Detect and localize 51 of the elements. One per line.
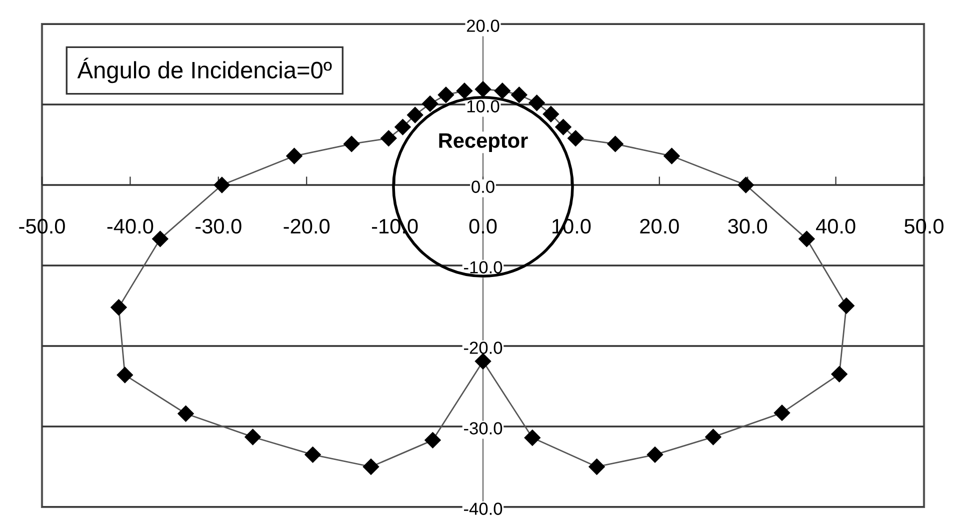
y-tick-label: -10.0 xyxy=(464,261,502,274)
point xyxy=(362,458,380,475)
point xyxy=(244,428,261,446)
x-tick-label: -20.0 xyxy=(284,218,330,234)
point xyxy=(838,298,854,314)
point xyxy=(588,458,605,475)
point xyxy=(380,130,397,146)
point xyxy=(286,148,302,164)
x-tick-label: -40.0 xyxy=(107,218,154,234)
point xyxy=(438,86,454,103)
point xyxy=(344,136,360,152)
x-tick-label: -30.0 xyxy=(196,218,242,234)
x-tick-label: 40.0 xyxy=(816,218,856,234)
point xyxy=(422,96,438,112)
point xyxy=(214,176,230,194)
point xyxy=(152,230,168,247)
point xyxy=(110,299,127,316)
x-tick-label: 30.0 xyxy=(728,218,768,234)
point xyxy=(511,86,528,103)
point xyxy=(646,446,664,463)
point xyxy=(738,176,754,194)
point xyxy=(774,404,790,421)
point xyxy=(524,430,540,446)
point xyxy=(555,118,572,136)
y-tick-label: -40.0 xyxy=(464,502,502,515)
point xyxy=(407,106,424,124)
point xyxy=(798,230,815,247)
point xyxy=(705,428,722,446)
point xyxy=(474,353,492,370)
point xyxy=(831,366,848,382)
annotation: Ángulo de Incidencia=0º xyxy=(77,58,332,84)
point xyxy=(607,136,624,152)
point xyxy=(528,94,545,111)
point xyxy=(116,366,133,384)
point xyxy=(494,82,510,99)
y-tick-label: 20.0 xyxy=(466,20,500,32)
point xyxy=(568,130,584,146)
y-tick-label: 0.0 xyxy=(472,180,494,193)
y-tick-label: 10.0 xyxy=(467,100,500,112)
point xyxy=(178,406,194,422)
point xyxy=(474,81,492,98)
point xyxy=(424,432,441,448)
y-tick-label: -30.0 xyxy=(464,422,502,434)
point xyxy=(304,446,321,463)
point xyxy=(394,118,411,136)
x-tick-label: 20.0 xyxy=(640,218,679,234)
annotation: Receptor xyxy=(439,133,528,152)
point xyxy=(542,106,559,122)
point xyxy=(456,82,473,99)
point xyxy=(664,148,680,164)
y-tick-label: -20.0 xyxy=(464,342,502,354)
